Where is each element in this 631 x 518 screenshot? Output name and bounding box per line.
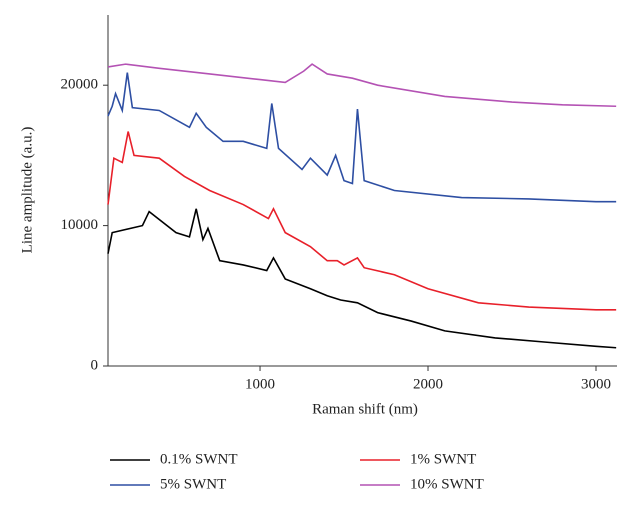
legend-label: 5% SWNT: [160, 476, 226, 492]
series-line: [107, 208, 617, 349]
series-line: [107, 72, 617, 203]
y-tick-label: 10000: [61, 217, 99, 233]
y-tick-label: 0: [91, 357, 99, 373]
y-tick-label: 20000: [61, 77, 99, 93]
series-line: [107, 131, 617, 311]
x-tick-label: 3000: [581, 376, 611, 392]
legend-label: 0.1% SWNT: [160, 451, 238, 467]
x-tick-label: 2000: [413, 376, 443, 392]
legend-label: 1% SWNT: [410, 451, 476, 467]
x-axis-label: Raman shift (nm): [312, 401, 418, 417]
x-tick-label: 1000: [245, 376, 275, 392]
legend-label: 10% SWNT: [410, 476, 484, 492]
y-axis-label: Line amplitude (a.u.): [19, 127, 35, 254]
series-line: [107, 63, 617, 108]
